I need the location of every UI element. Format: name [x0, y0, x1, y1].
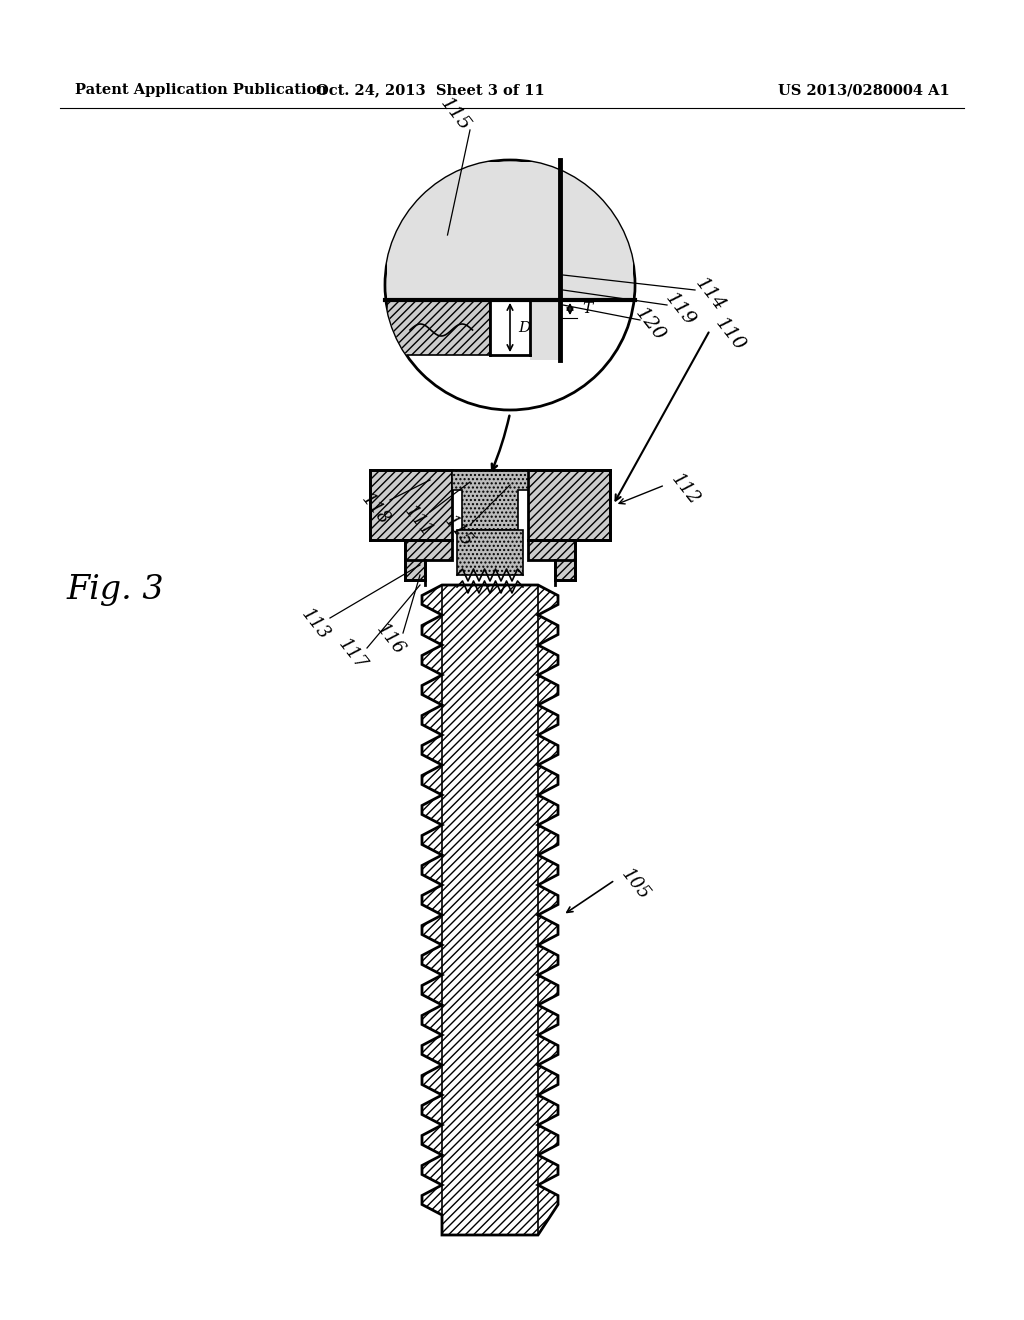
Polygon shape: [528, 470, 610, 540]
Text: D: D: [518, 321, 530, 334]
Circle shape: [385, 160, 635, 411]
Text: 120: 120: [632, 305, 669, 345]
Text: US 2013/0280004 A1: US 2013/0280004 A1: [778, 83, 950, 96]
Text: Patent Application Publication: Patent Application Publication: [75, 83, 327, 96]
Text: 115: 115: [440, 513, 476, 552]
Polygon shape: [387, 300, 490, 355]
Text: 117: 117: [334, 636, 370, 675]
Polygon shape: [452, 470, 528, 531]
Text: T: T: [582, 302, 592, 315]
Text: Oct. 24, 2013  Sheet 3 of 11: Oct. 24, 2013 Sheet 3 of 11: [315, 83, 545, 96]
Polygon shape: [528, 540, 575, 579]
Text: 115: 115: [436, 95, 473, 135]
Polygon shape: [387, 162, 633, 300]
Polygon shape: [442, 585, 538, 1236]
Text: Fig. 3: Fig. 3: [67, 574, 164, 606]
Text: 114: 114: [691, 275, 728, 315]
Text: 119: 119: [662, 290, 698, 330]
Text: 112: 112: [668, 471, 702, 510]
Polygon shape: [457, 531, 523, 576]
Text: 116: 116: [373, 620, 408, 659]
Polygon shape: [422, 585, 558, 1236]
Text: 118: 118: [357, 491, 393, 529]
Polygon shape: [530, 300, 560, 360]
Polygon shape: [406, 540, 452, 579]
Text: 111: 111: [400, 503, 436, 541]
Text: 113: 113: [297, 606, 333, 644]
Polygon shape: [370, 470, 452, 540]
Text: 105: 105: [617, 866, 652, 904]
Text: 110: 110: [712, 315, 749, 355]
